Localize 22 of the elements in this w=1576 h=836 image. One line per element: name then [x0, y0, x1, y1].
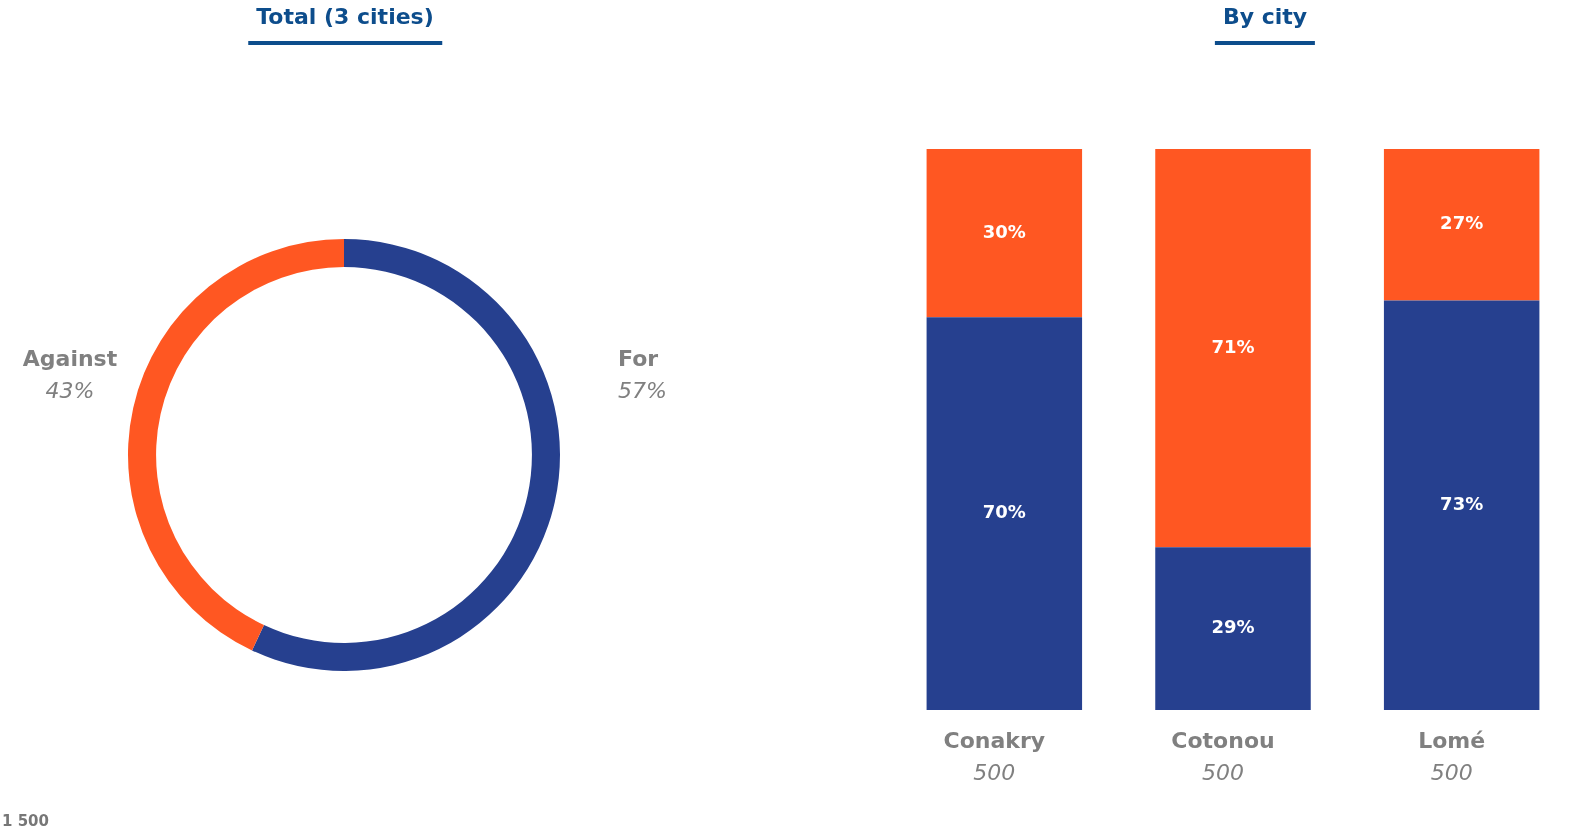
- bar: [1155, 149, 1311, 548]
- text: 1 500: [2, 812, 49, 830]
- x-tick-label: Cotonou 500: [1171, 727, 1275, 785]
- data-label: 70%: [982, 501, 1026, 523]
- data-label: 57%: [618, 377, 667, 403]
- data-label: 71%: [1211, 335, 1255, 357]
- bar: [1155, 547, 1311, 710]
- chart-title: Total (3 cities): [248, 4, 442, 45]
- data-label: 30%: [982, 220, 1026, 242]
- data-label: 27%: [1440, 212, 1484, 234]
- bar: [926, 317, 1083, 710]
- chart-title: By city: [1214, 4, 1316, 45]
- data-label: 29%: [1211, 616, 1255, 638]
- bar: [1383, 300, 1540, 710]
- bar: [926, 149, 1083, 318]
- bar: [1383, 149, 1540, 301]
- data-label: 73%: [1440, 492, 1484, 514]
- slice-label: Against: [22, 345, 118, 371]
- x-tick-label: Lomé 500: [1418, 727, 1486, 785]
- data-label: 43%: [45, 377, 95, 403]
- x-tick-label: Conakry 500: [943, 727, 1046, 785]
- slice-label: For: [618, 345, 659, 371]
